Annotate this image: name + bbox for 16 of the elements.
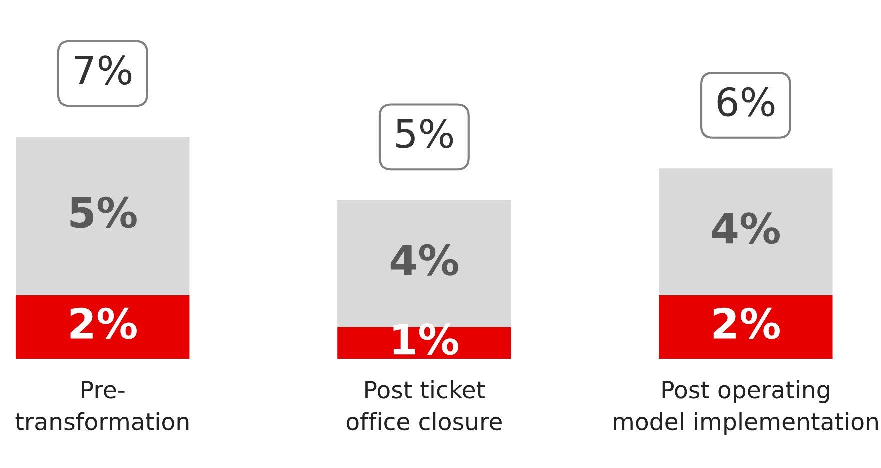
total-label: 6% [718,87,775,117]
data-label: 2% [714,308,780,340]
data-label: 4% [390,244,458,276]
data-label: 2% [70,308,137,340]
bar [659,168,833,296]
bar [659,296,833,359]
bar [16,296,190,359]
x-tick-label: Pre- transformation [16,381,189,431]
x-tick-label: Post ticket office closure [346,380,502,431]
bar [16,136,190,296]
data-label: 5% [70,196,137,228]
data-label: 1% [394,324,458,356]
total-label: 7% [75,56,132,86]
data-label: 4% [712,212,780,244]
total-label: 5% [396,119,454,148]
x-tick-label: Post operating model implementation [614,380,878,436]
